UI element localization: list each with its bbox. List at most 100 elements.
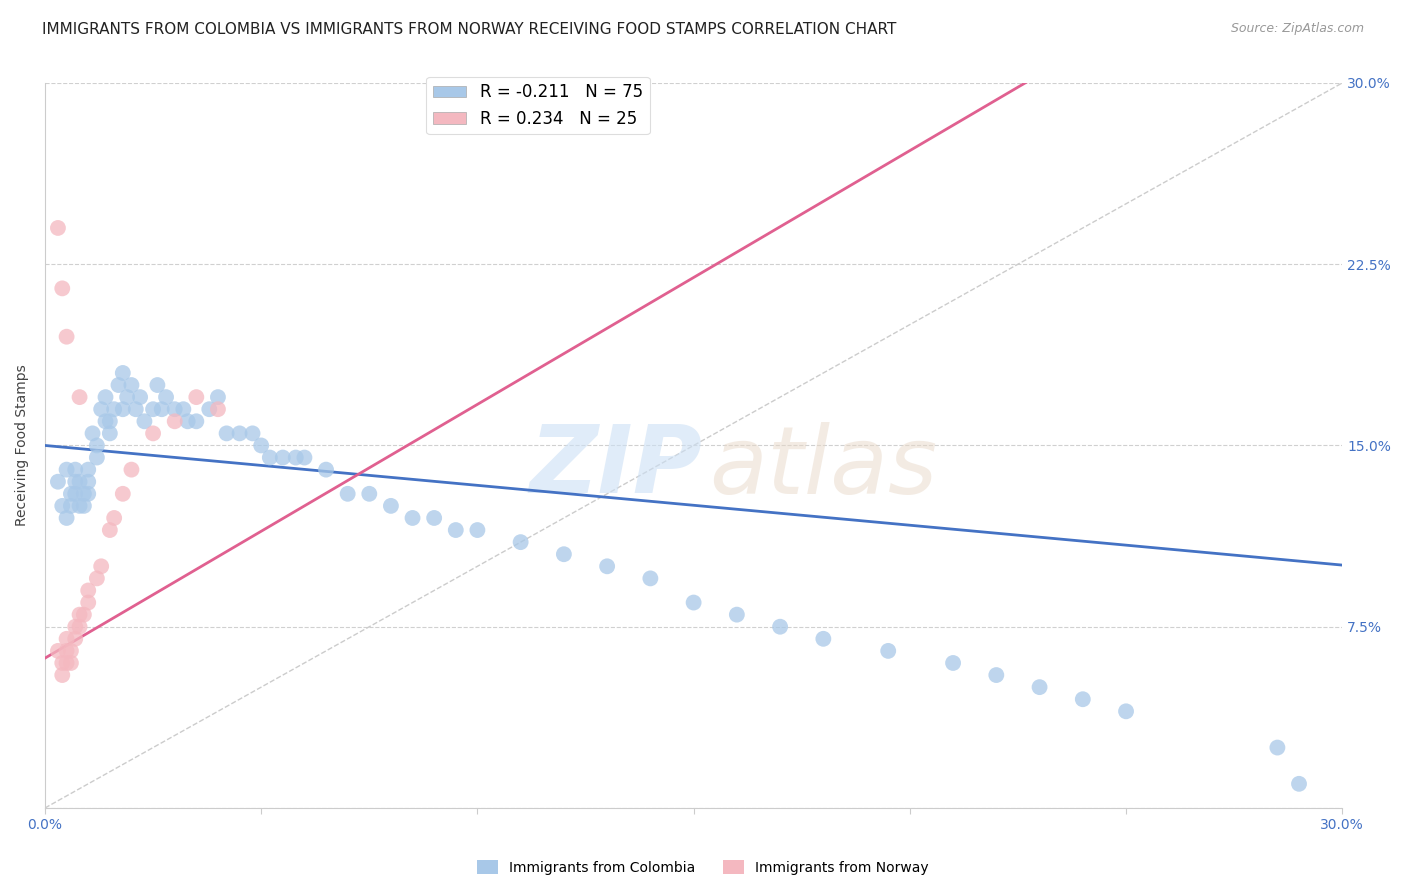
Point <box>73 607 96 622</box>
Point <box>134 414 156 428</box>
Point <box>596 559 619 574</box>
Point <box>55 656 77 670</box>
Point <box>813 632 835 646</box>
Point <box>65 462 87 476</box>
Point <box>65 487 87 501</box>
Point <box>1115 704 1137 718</box>
Point <box>55 632 77 646</box>
Point <box>86 450 108 465</box>
Point <box>186 414 208 428</box>
Point <box>77 475 100 489</box>
Point <box>242 426 264 441</box>
Point <box>69 620 91 634</box>
Point <box>55 511 77 525</box>
Point <box>125 402 148 417</box>
Point <box>640 571 662 585</box>
Point <box>336 487 359 501</box>
Point <box>259 450 281 465</box>
Point <box>769 620 792 634</box>
Point <box>69 499 91 513</box>
Point <box>98 523 121 537</box>
Point <box>65 475 87 489</box>
Point <box>444 523 467 537</box>
Point <box>86 571 108 585</box>
Point <box>150 402 173 417</box>
Point <box>77 583 100 598</box>
Point <box>1267 740 1289 755</box>
Point <box>198 402 221 417</box>
Point <box>59 656 82 670</box>
Point <box>107 378 129 392</box>
Point <box>146 378 169 392</box>
Point <box>77 596 100 610</box>
Point <box>65 632 87 646</box>
Point <box>942 656 965 670</box>
Point <box>51 499 73 513</box>
Point <box>877 644 900 658</box>
Point <box>423 511 446 525</box>
Point <box>120 378 142 392</box>
Point <box>46 644 69 658</box>
Point <box>59 499 82 513</box>
Text: Source: ZipAtlas.com: Source: ZipAtlas.com <box>1230 22 1364 36</box>
Point <box>163 414 186 428</box>
Point <box>73 499 96 513</box>
Legend: Immigrants from Colombia, Immigrants from Norway: Immigrants from Colombia, Immigrants fro… <box>471 855 935 880</box>
Point <box>103 402 125 417</box>
Point <box>94 390 117 404</box>
Text: ZIP: ZIP <box>529 421 702 513</box>
Point <box>77 462 100 476</box>
Point <box>207 390 229 404</box>
Point <box>315 462 337 476</box>
Point <box>284 450 307 465</box>
Point <box>59 487 82 501</box>
Point <box>142 426 165 441</box>
Point <box>51 656 73 670</box>
Point <box>98 414 121 428</box>
Point <box>111 402 134 417</box>
Point <box>142 402 165 417</box>
Point <box>65 620 87 634</box>
Point <box>77 487 100 501</box>
Point <box>186 390 208 404</box>
Point <box>1288 777 1310 791</box>
Point <box>467 523 489 537</box>
Point <box>401 511 423 525</box>
Point <box>509 535 531 549</box>
Point <box>51 668 73 682</box>
Point <box>359 487 381 501</box>
Point <box>986 668 1008 682</box>
Point <box>51 281 73 295</box>
Point <box>46 221 69 235</box>
Point <box>176 414 198 428</box>
Point <box>250 438 273 452</box>
Text: atlas: atlas <box>709 422 938 513</box>
Point <box>103 511 125 525</box>
Point <box>90 559 112 574</box>
Point <box>69 607 91 622</box>
Point <box>69 475 91 489</box>
Point <box>94 414 117 428</box>
Point <box>98 426 121 441</box>
Point <box>59 644 82 658</box>
Point <box>111 366 134 380</box>
Point <box>271 450 294 465</box>
Point <box>129 390 152 404</box>
Point <box>69 390 91 404</box>
Point <box>155 390 177 404</box>
Point <box>215 426 238 441</box>
Text: IMMIGRANTS FROM COLOMBIA VS IMMIGRANTS FROM NORWAY RECEIVING FOOD STAMPS CORRELA: IMMIGRANTS FROM COLOMBIA VS IMMIGRANTS F… <box>42 22 897 37</box>
Point <box>294 450 316 465</box>
Point <box>682 596 704 610</box>
Point <box>120 462 142 476</box>
Legend: R = -0.211   N = 75, R = 0.234   N = 25: R = -0.211 N = 75, R = 0.234 N = 25 <box>426 77 650 135</box>
Point <box>73 487 96 501</box>
Point <box>111 487 134 501</box>
Point <box>82 426 104 441</box>
Point <box>55 644 77 658</box>
Point <box>172 402 194 417</box>
Point <box>86 438 108 452</box>
Point <box>46 475 69 489</box>
Point <box>90 402 112 417</box>
Point <box>228 426 250 441</box>
